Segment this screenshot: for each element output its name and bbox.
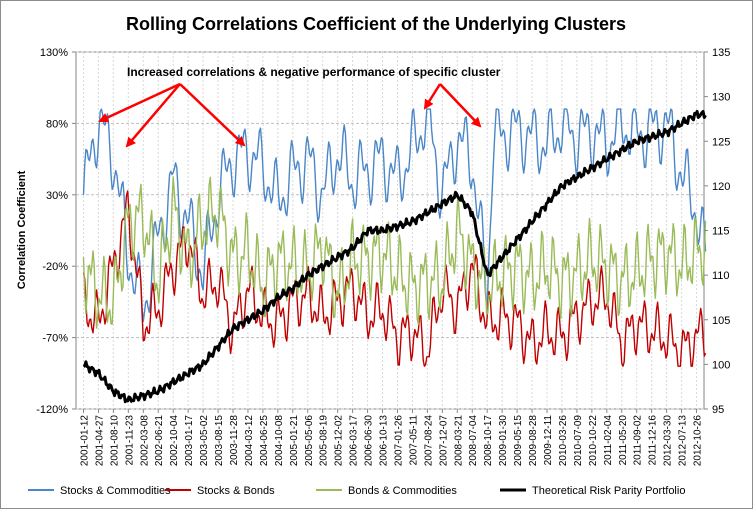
x-tick-label: 2006-10-13 [379,415,390,467]
x-tick-label: 2007-08-24 [423,415,434,467]
x-tick-label: 2004-06-25 [259,415,270,467]
x-tick-label: 2010-10-22 [588,415,599,467]
x-tick-label: 2009-05-15 [513,415,524,467]
x-tick-label: 2008-03-21 [453,415,464,467]
y2-tick-label: 125 [712,136,730,148]
x-tick-label: 2012-07-13 [678,415,689,467]
x-tick-label: 2005-01-21 [289,415,300,467]
annotation-arrow [98,82,181,123]
legend-label: Stocks & Bonds [197,485,275,497]
x-tick-label: 2009-01-30 [498,415,509,467]
y2-tick-label: 105 [712,315,730,327]
grid [76,51,704,410]
legend-label: Stocks & Commodities [60,485,171,497]
x-tick-label: 2007-12-07 [438,415,449,467]
y2-tick-label: 110 [712,270,730,282]
y-tick-label: 80% [46,118,68,130]
y2-tick-label: 100 [712,359,730,371]
annotation-text: Increased correlations & negative perfor… [127,65,501,79]
series-line [82,110,707,404]
annotation-arrow [179,83,246,147]
x-tick-label: 2005-05-06 [304,415,315,467]
x-tick-label: 2001-04-27 [94,415,105,467]
x-tick-label: 2008-07-04 [468,415,479,467]
x-tick-label: 2010-03-26 [558,415,569,467]
x-tick-label: 2006-03-17 [349,415,360,467]
x-tick-label: 2003-05-02 [199,415,210,467]
x-tick-label: 2012-10-26 [693,415,704,467]
x-tick-label: 2009-08-28 [528,415,539,467]
x-tick-label: 2005-08-19 [319,415,330,467]
x-tick-label: 2011-02-04 [603,415,614,466]
y2-tick-label: 120 [712,181,730,193]
annotation-arrows [98,82,482,148]
x-tick-label: 2011-12-16 [648,415,659,466]
x-tick-label: 2007-01-26 [393,415,404,467]
legend: Stocks & Commodities Stocks & Bonds Bonds … [28,485,685,497]
x-tick-label: 2011-05-20 [618,415,629,466]
legend-label: Bonds & Commodities [348,485,457,497]
x-tick-label: 2006-06-30 [364,415,375,467]
x-tick-label: 2009-12-11 [543,415,554,466]
x-tick-label: 2012-03-30 [663,415,674,467]
series-line [82,190,707,367]
x-tick-label: 2002-10-04 [169,415,180,467]
y-tick-label: 130% [40,47,68,59]
x-tick-label: 2003-01-17 [184,415,195,467]
annotation-arrow [439,83,482,128]
chart-title: Rolling Correlations Coefficient of the … [126,14,626,34]
x-tick-label: 2008-10-17 [483,415,494,467]
x-tick-label: 2007-05-11 [408,415,419,466]
annotation-arrow [423,83,442,110]
axes: 130% 80% 30% -20% -70% -120% 135 130 125 120 115 11… [36,47,730,466]
x-tick-label: 2003-11-28 [229,415,240,466]
y-tick-label: -70% [42,333,68,345]
series-lines [82,108,707,404]
y-tick-label: -20% [42,261,68,273]
y2-tick-label: 130 [712,92,730,104]
legend-label: Theoretical Risk Parity Portfolio [532,485,685,497]
x-tick-label: 2011-09-02 [633,415,644,466]
y2-tick-label: 115 [712,226,730,238]
x-tick-label: 2004-10-08 [274,415,285,467]
x-tick-label: 2005-12-02 [334,415,345,467]
x-tick-label: 2004-03-12 [244,415,255,467]
annotation-arrow [125,83,181,148]
y2-tick-label: 135 [712,47,730,59]
series-line [82,176,707,329]
y-axis-label: Correlation Coefficient [16,170,28,289]
x-tick-label: 2002-03-08 [139,415,150,467]
x-tick-label: 2003-08-15 [214,415,225,467]
y-tick-label: -120% [36,404,68,416]
y2-tick-label: 95 [712,404,724,416]
x-tick-label: 2001-08-10 [109,415,120,467]
x-tick-label: 2001-11-23 [124,415,135,466]
y-tick-label: 30% [46,190,68,202]
series-line [82,108,707,322]
x-tick-label: 2001-01-12 [79,415,90,467]
x-tick-label: 2002-06-21 [154,415,165,467]
x-tick-label: 2010-07-09 [573,415,584,467]
